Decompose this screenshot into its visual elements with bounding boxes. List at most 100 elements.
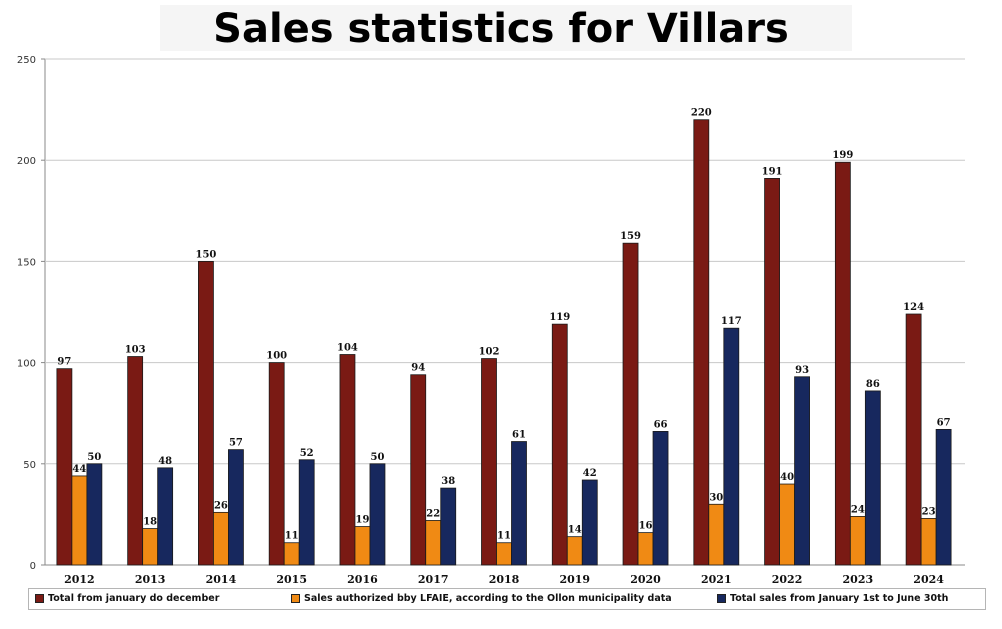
bar [723,327,740,566]
bar [425,520,442,566]
data-label: 191 [762,166,783,177]
data-label: 11 [285,531,299,542]
data-label: 220 [691,108,712,119]
bar [935,428,952,566]
data-label: 117 [721,316,742,327]
bar [794,376,810,566]
bar [410,374,427,566]
data-labels: 9744501031848150265710011521041950942238… [57,108,950,542]
legend-swatch-lfaie [291,594,300,603]
legend-item-half-year: Total sales from January 1st to June 30t… [717,593,948,604]
bar [198,260,214,566]
y-tick-label: 150 [17,257,36,268]
data-label: 67 [937,417,951,428]
legend-swatch-total-year [35,594,44,603]
chart-title: Sales statistics for Villars [213,6,789,52]
bars [56,119,952,566]
data-label: 104 [337,343,358,354]
data-label: 150 [195,249,216,260]
data-label: 48 [158,456,172,467]
bar [157,467,174,566]
bar [496,542,512,566]
bar [339,354,356,566]
data-label: 103 [125,345,146,356]
bar [551,323,568,566]
data-label: 16 [639,521,653,532]
x-tick-label: 2023 [843,573,874,586]
bar [298,459,315,566]
bar [71,475,88,566]
bar [268,362,285,566]
data-label: 50 [371,452,385,463]
bar [142,528,159,566]
data-label: 61 [512,430,526,441]
data-label: 23 [922,506,936,517]
x-tick-label: 2014 [206,573,237,586]
data-label: 38 [441,476,455,487]
x-tick-label: 2017 [418,573,449,586]
bar [581,479,598,566]
title-background [160,5,852,51]
bar [834,161,851,566]
data-label: 30 [709,492,723,503]
bar [779,483,795,566]
x-tick-label: 2022 [772,573,803,586]
data-label: 52 [300,448,314,459]
bar [213,511,229,566]
data-label: 26 [214,500,228,511]
y-tick-label: 200 [17,156,36,167]
bar [693,119,710,566]
bar [905,313,922,566]
x-tick-label: 2015 [276,573,307,586]
data-label: 40 [780,472,794,483]
x-tick-label: 2019 [559,573,590,586]
x-tick-label: 2021 [701,573,732,586]
data-label: 19 [356,515,370,526]
bar [440,487,457,566]
data-label: 22 [426,508,440,519]
legend-label-half-year: Total sales from January 1st to June 30t… [730,593,949,604]
y-tick-label: 250 [17,55,36,66]
bar [86,463,103,566]
x-axis-ticks: 2012 2013 2014 2015 2016 2017 2018 2019 2020 2021… [64,573,944,586]
data-label: 159 [620,231,641,242]
bar [511,441,527,566]
data-label: 86 [866,379,880,390]
bar [637,532,654,566]
x-tick-label: 2016 [347,573,378,586]
data-label: 14 [568,525,582,536]
data-label: 119 [549,312,570,323]
y-tick-label: 50 [23,460,36,471]
bar [920,518,937,566]
data-label: 24 [851,504,865,515]
x-tick-label: 2012 [64,573,95,586]
x-tick-label: 2013 [135,573,166,586]
bar [652,431,669,566]
bar [283,542,300,566]
data-label: 93 [795,365,809,376]
data-label: 97 [57,357,71,368]
legend-swatch-half-year [717,594,726,603]
grid-lines [44,58,965,566]
data-label: 50 [87,452,101,463]
y-tick-label: 0 [30,561,36,572]
bar [708,503,725,566]
x-tick-label: 2020 [630,573,661,586]
bar [56,368,73,566]
data-label: 100 [266,351,287,362]
data-label: 18 [143,517,157,528]
bar [228,449,244,566]
x-tick-label: 2024 [913,573,944,586]
x-tick-label: 2018 [489,573,520,586]
data-label: 66 [654,419,668,430]
legend-label-lfaie: Sales authorized bby LFAIE, according to… [304,593,672,604]
bar [849,516,866,566]
bar [864,390,881,566]
y-axis-ticks: 0 50 100 150 200 250 [17,55,45,572]
bar [481,358,497,566]
data-label: 102 [479,347,500,358]
data-label: 11 [497,531,511,542]
y-tick-label: 100 [17,359,36,370]
data-label: 42 [583,468,597,479]
bar [127,356,144,566]
